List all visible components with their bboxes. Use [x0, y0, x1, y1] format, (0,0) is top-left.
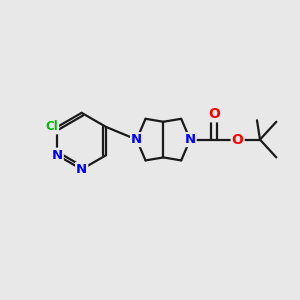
Text: N: N [52, 149, 63, 162]
Text: N: N [184, 133, 196, 146]
Text: N: N [131, 133, 142, 146]
Text: O: O [232, 133, 244, 147]
Text: O: O [208, 107, 220, 121]
Text: Cl: Cl [46, 121, 58, 134]
Text: N: N [76, 163, 87, 176]
